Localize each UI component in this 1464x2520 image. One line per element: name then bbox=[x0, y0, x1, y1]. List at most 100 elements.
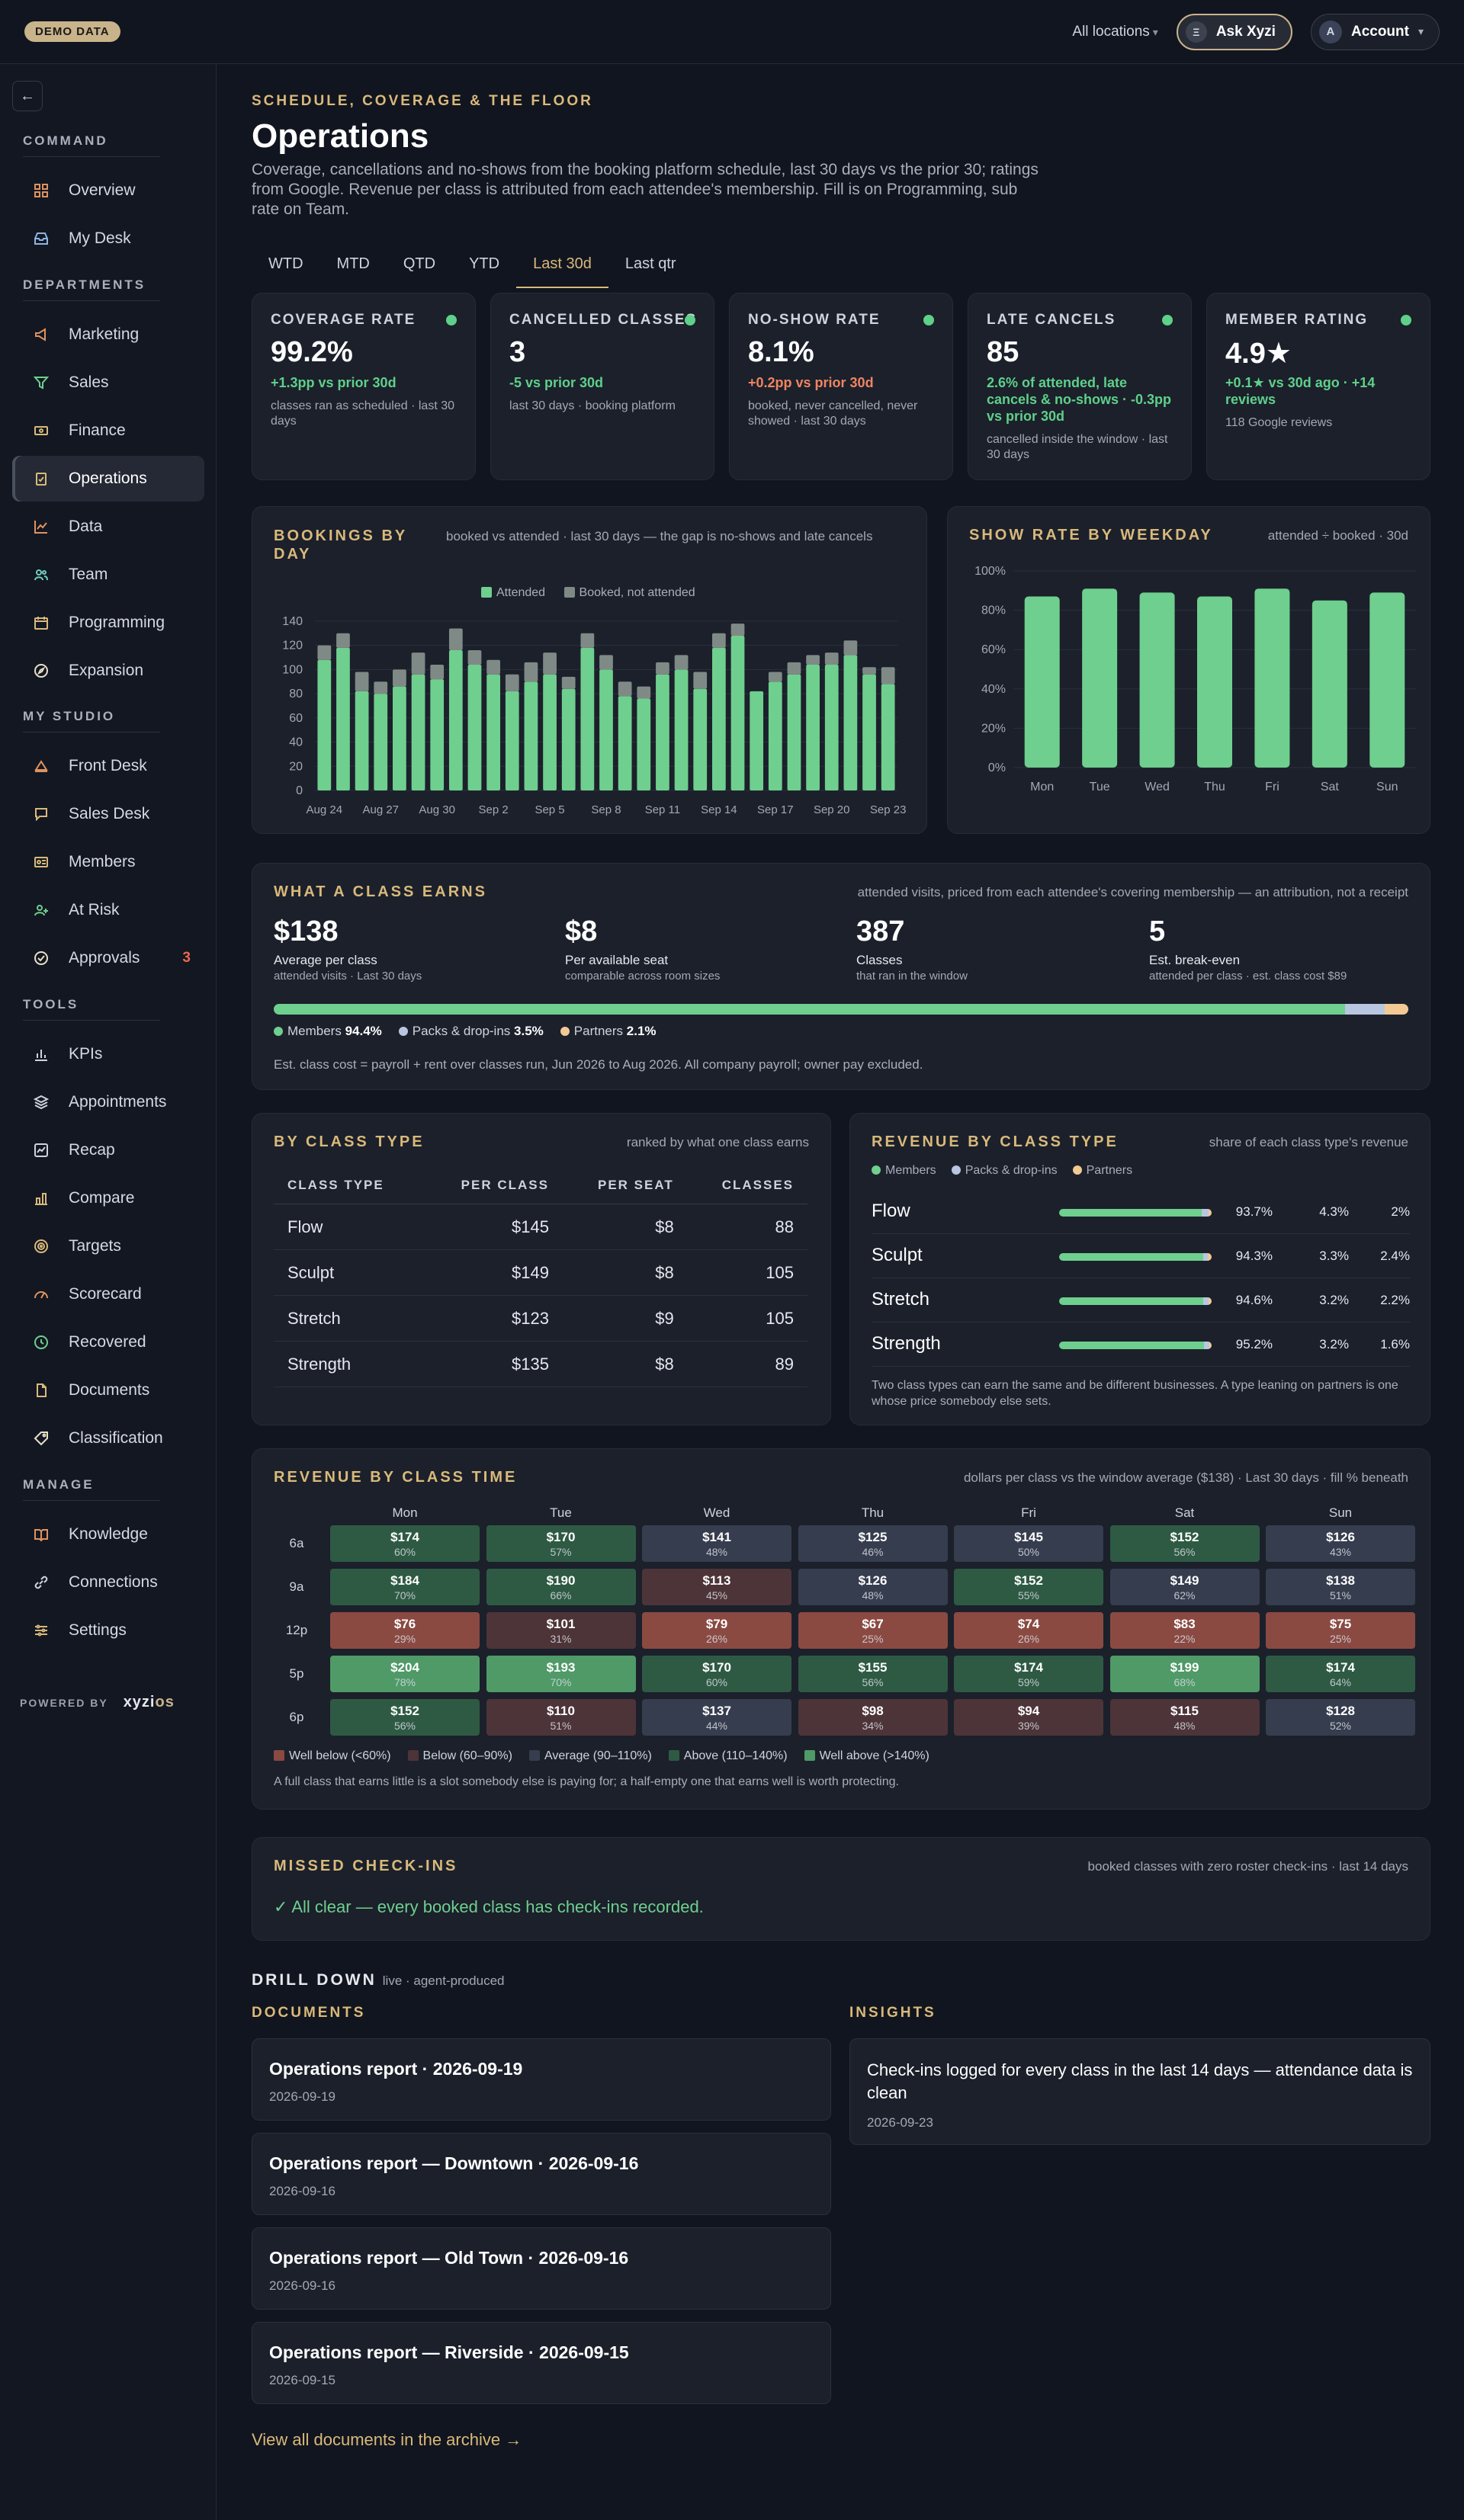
tab-wtd[interactable]: WTD bbox=[268, 255, 303, 272]
heatmap-cell[interactable]: $204 78% bbox=[330, 1656, 480, 1692]
heatmap-cell[interactable]: $75 25% bbox=[1266, 1612, 1415, 1649]
heatmap-cell[interactable]: $113 45% bbox=[642, 1569, 791, 1605]
heatmap-cell[interactable]: $137 44% bbox=[642, 1699, 791, 1736]
drill-down-heading: DRILL DOWN live · agent-produced bbox=[252, 1971, 504, 1989]
revenue-type-row[interactable]: Sculpt 94.3% 3.3% 2.4% bbox=[872, 1234, 1410, 1278]
heatmap-cell[interactable]: $98 34% bbox=[798, 1699, 948, 1736]
heatmap-cell[interactable]: $138 51% bbox=[1266, 1569, 1415, 1605]
sidebar-item-classification[interactable]: Classification bbox=[12, 1415, 204, 1461]
table-row[interactable]: Stretch $123 $9 105 bbox=[274, 1295, 807, 1342]
sidebar-item-expansion[interactable]: Expansion bbox=[12, 648, 204, 694]
heatmap-cell[interactable]: $199 68% bbox=[1109, 1656, 1260, 1692]
heatmap-cell[interactable]: $94 39% bbox=[954, 1699, 1103, 1736]
sidebar-item-sales[interactable]: Sales bbox=[12, 360, 204, 406]
heatmap-cell-value: $79 bbox=[705, 1617, 728, 1631]
sidebar-item-sales-desk[interactable]: Sales Desk bbox=[12, 791, 204, 837]
heatmap-cell[interactable]: $115 48% bbox=[1109, 1699, 1260, 1736]
sidebar-item-programming[interactable]: Programming bbox=[12, 600, 204, 646]
sidebar-item-overview[interactable]: Overview bbox=[12, 168, 204, 213]
tab-last-30d[interactable]: Last 30d bbox=[516, 247, 608, 288]
sidebar-item-operations[interactable]: Operations bbox=[12, 456, 204, 502]
location-select[interactable]: All locations ▾ bbox=[1072, 24, 1157, 40]
sidebar-item-recap[interactable]: Recap bbox=[12, 1127, 204, 1173]
sidebar-item-finance[interactable]: Finance bbox=[12, 408, 204, 454]
heatmap-cell[interactable]: $190 66% bbox=[486, 1569, 636, 1605]
heatmap-cell[interactable]: $152 55% bbox=[954, 1569, 1103, 1605]
revenue-type-row[interactable]: Stretch 94.6% 3.2% 2.2% bbox=[872, 1278, 1410, 1323]
sidebar-item-kpis[interactable]: KPIs bbox=[12, 1031, 204, 1077]
heatmap-cell[interactable]: $174 59% bbox=[954, 1656, 1103, 1692]
heatmap-cell[interactable]: $79 26% bbox=[642, 1612, 791, 1649]
bar-show-rate bbox=[1312, 600, 1347, 768]
sidebar-item-my-desk[interactable]: My Desk bbox=[12, 216, 204, 261]
document-card[interactable]: Operations report · 2026-09-19 2026-09-19 bbox=[252, 2038, 831, 2121]
sidebar-item-data[interactable]: Data bbox=[12, 504, 204, 550]
sidebar-item-knowledge[interactable]: Knowledge bbox=[12, 1512, 204, 1557]
heatmap-cell[interactable]: $74 26% bbox=[954, 1612, 1103, 1649]
sidebar-item-marketing[interactable]: Marketing bbox=[12, 312, 204, 357]
document-card[interactable]: Operations report — Riverside · 2026-09-… bbox=[252, 2322, 831, 2404]
sidebar-item-documents[interactable]: Documents bbox=[12, 1367, 204, 1413]
sidebar-item-connections[interactable]: Connections bbox=[12, 1560, 204, 1605]
kpi-card-coverage[interactable]: COVERAGE RATE 99.2% +1.3pp vs prior 30d … bbox=[252, 293, 476, 480]
sidebar-item-settings[interactable]: Settings bbox=[12, 1608, 204, 1653]
kpi-card-cancelled[interactable]: CANCELLED CLASSES 3 -5 vs prior 30d last… bbox=[490, 293, 714, 480]
heatmap-cell[interactable]: $125 46% bbox=[798, 1525, 948, 1562]
revenue-type-row[interactable]: Flow 93.7% 4.3% 2% bbox=[872, 1190, 1410, 1234]
tab-mtd[interactable]: MTD bbox=[336, 255, 370, 272]
archive-link[interactable]: View all documents in the archive → bbox=[252, 2430, 522, 2449]
heatmap-cell[interactable]: $184 70% bbox=[330, 1569, 480, 1605]
table-row[interactable]: Flow $145 $8 88 bbox=[274, 1204, 807, 1250]
kpi-card-member-rating[interactable]: MEMBER RATING 4.9★ +0.1★ vs 30d ago · +1… bbox=[1206, 293, 1430, 480]
sidebar-item-scorecard[interactable]: Scorecard bbox=[12, 1271, 204, 1317]
x-tick-label: Aug 27 bbox=[362, 803, 399, 816]
kpi-card-no-show[interactable]: NO-SHOW RATE 8.1% +0.2pp vs prior 30d bo… bbox=[729, 293, 953, 480]
heatmap-cell[interactable]: $174 64% bbox=[1266, 1656, 1415, 1692]
account-button[interactable]: A Account ▾ bbox=[1310, 13, 1440, 50]
heatmap-cell[interactable]: $155 56% bbox=[798, 1656, 948, 1692]
revenue-type-row[interactable]: Strength 95.2% 3.2% 1.6% bbox=[872, 1323, 1410, 1367]
sidebar-item-members[interactable]: Members bbox=[12, 839, 204, 885]
table-row[interactable]: Sculpt $149 $8 105 bbox=[274, 1249, 807, 1296]
heatmap-cell[interactable]: $193 70% bbox=[486, 1656, 636, 1692]
heatmap-cell[interactable]: $170 60% bbox=[642, 1656, 791, 1692]
heatmap-cell[interactable]: $128 52% bbox=[1266, 1699, 1415, 1736]
heatmap-cell[interactable]: $145 50% bbox=[954, 1525, 1103, 1562]
legend-value: 2.1% bbox=[626, 1024, 657, 1038]
heatmap-cell[interactable]: $149 62% bbox=[1109, 1569, 1260, 1605]
sidebar-item-at-risk[interactable]: At Risk bbox=[12, 887, 204, 933]
heatmap-cell[interactable]: $76 29% bbox=[330, 1612, 480, 1649]
sidebar-item-compare[interactable]: Compare bbox=[12, 1175, 204, 1221]
mix-segment bbox=[1344, 1004, 1385, 1015]
sidebar-item-front-desk[interactable]: Front Desk bbox=[12, 743, 204, 789]
bar-booked-not-attended bbox=[467, 650, 482, 665]
heatmap-cell[interactable]: $152 56% bbox=[330, 1699, 480, 1736]
document-card[interactable]: Operations report — Old Town · 2026-09-1… bbox=[252, 2227, 831, 2310]
heatmap-cell-value: $184 bbox=[390, 1573, 419, 1588]
heatmap-cell[interactable]: $141 48% bbox=[642, 1525, 791, 1562]
sidebar-item-team[interactable]: Team bbox=[12, 552, 204, 598]
heatmap-cell[interactable]: $101 31% bbox=[486, 1612, 636, 1649]
sidebar-item-approvals[interactable]: Approvals 3 bbox=[12, 935, 204, 981]
insight-card[interactable]: Check-ins logged for every class in the … bbox=[849, 2038, 1430, 2145]
tab-last-qtr[interactable]: Last qtr bbox=[624, 255, 676, 272]
tab-qtd[interactable]: QTD bbox=[403, 255, 436, 272]
kpi-card-late-cancels[interactable]: LATE CANCELS 85 2.6% of attended, late c… bbox=[968, 293, 1192, 480]
heatmap-cell[interactable]: $152 56% bbox=[1109, 1525, 1260, 1562]
heatmap-cell[interactable]: $174 60% bbox=[330, 1525, 480, 1562]
heatmap-cell[interactable]: $126 48% bbox=[798, 1569, 948, 1605]
sidebar-item-appointments[interactable]: Appointments bbox=[12, 1079, 204, 1125]
heatmap-cell[interactable]: $110 51% bbox=[486, 1699, 636, 1736]
heatmap-cell[interactable]: $67 25% bbox=[798, 1612, 948, 1649]
heatmap-cell[interactable]: $170 57% bbox=[486, 1525, 636, 1562]
sidebar-item-targets[interactable]: Targets bbox=[12, 1223, 204, 1269]
collapse-sidebar-button[interactable]: ← bbox=[12, 81, 43, 111]
heatmap-cell[interactable]: $83 22% bbox=[1109, 1612, 1260, 1649]
document-card[interactable]: Operations report — Downtown · 2026-09-1… bbox=[252, 2133, 831, 2215]
ask-xyzi-button[interactable]: Ξ Ask Xyzi bbox=[1176, 13, 1292, 50]
heatmap-cell-fill: 48% bbox=[862, 1589, 884, 1601]
sidebar-item-recovered[interactable]: Recovered bbox=[12, 1319, 204, 1365]
tab-ytd[interactable]: YTD bbox=[469, 255, 500, 272]
heatmap-cell[interactable]: $126 43% bbox=[1266, 1525, 1415, 1562]
table-row[interactable]: Strength $135 $8 89 bbox=[274, 1341, 807, 1387]
